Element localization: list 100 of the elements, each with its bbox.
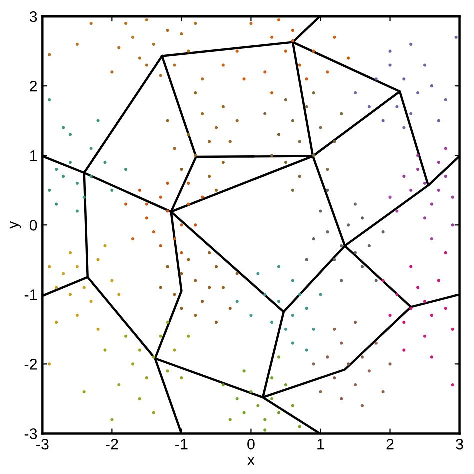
point (187, 50, 190, 53)
point (236, 119, 239, 122)
point (388, 64, 392, 67)
point (110, 70, 114, 74)
point (277, 18, 281, 22)
point (305, 105, 308, 109)
point (214, 188, 218, 192)
point (423, 216, 427, 220)
point (208, 286, 212, 290)
point (298, 140, 302, 144)
point (250, 22, 253, 26)
point (173, 238, 176, 241)
point (270, 376, 274, 380)
point (194, 154, 198, 158)
point (152, 356, 156, 359)
point (388, 196, 392, 199)
point (451, 224, 454, 227)
point (228, 307, 232, 310)
x-tick-label: 3 (456, 438, 464, 450)
point (444, 147, 448, 150)
point (214, 126, 218, 130)
point (145, 216, 148, 220)
point (305, 78, 308, 81)
point (312, 92, 316, 95)
point (326, 188, 330, 192)
point (284, 383, 288, 387)
point (454, 36, 458, 39)
point (437, 188, 440, 192)
point (444, 174, 448, 178)
point (410, 307, 413, 310)
point (62, 272, 66, 276)
point (423, 182, 427, 185)
point (110, 188, 114, 192)
point (312, 154, 316, 158)
point (423, 300, 427, 304)
point (270, 320, 274, 324)
point (222, 161, 225, 164)
point (55, 286, 58, 290)
point (124, 168, 128, 172)
point (396, 105, 399, 109)
y-axis-title: y (10, 221, 22, 229)
point (180, 32, 184, 36)
point (48, 265, 52, 268)
point (354, 251, 358, 255)
point (340, 244, 344, 248)
point (291, 39, 294, 42)
point (152, 230, 156, 234)
point (250, 314, 253, 318)
point (180, 251, 184, 255)
point (270, 397, 274, 401)
point (444, 307, 448, 310)
point (410, 112, 413, 116)
point (346, 224, 350, 227)
point (145, 64, 148, 67)
point (340, 279, 344, 282)
point (284, 328, 288, 331)
point (96, 328, 100, 331)
point (180, 168, 184, 172)
point (166, 28, 170, 32)
point (152, 411, 156, 414)
point (138, 56, 142, 60)
point (62, 174, 66, 178)
point (410, 265, 413, 268)
y-tick-label: 2 (30, 80, 38, 92)
point (410, 42, 413, 46)
point (402, 320, 406, 324)
point (333, 36, 336, 39)
point (368, 370, 371, 373)
point (90, 174, 93, 178)
point (312, 362, 316, 366)
point (291, 404, 294, 408)
y-tick-label: -2 (24, 359, 38, 370)
point (416, 286, 420, 290)
point (180, 376, 184, 380)
point (222, 286, 225, 290)
point (76, 42, 79, 46)
point (360, 404, 364, 408)
point (423, 64, 427, 67)
point (124, 334, 128, 338)
x-tick-label: -1 (176, 439, 188, 450)
point (110, 279, 114, 282)
point (340, 397, 344, 401)
point (305, 258, 308, 262)
point (388, 362, 392, 366)
point (194, 314, 198, 318)
point (104, 244, 107, 248)
point (118, 383, 121, 387)
point (430, 202, 434, 206)
point (124, 202, 128, 206)
point (55, 320, 58, 324)
point (76, 210, 79, 213)
point (416, 168, 420, 172)
point (305, 307, 308, 310)
point (430, 356, 434, 359)
point (360, 216, 364, 220)
point (173, 147, 176, 150)
point (451, 328, 454, 331)
point (354, 320, 358, 324)
point (159, 244, 162, 248)
point (333, 328, 336, 331)
